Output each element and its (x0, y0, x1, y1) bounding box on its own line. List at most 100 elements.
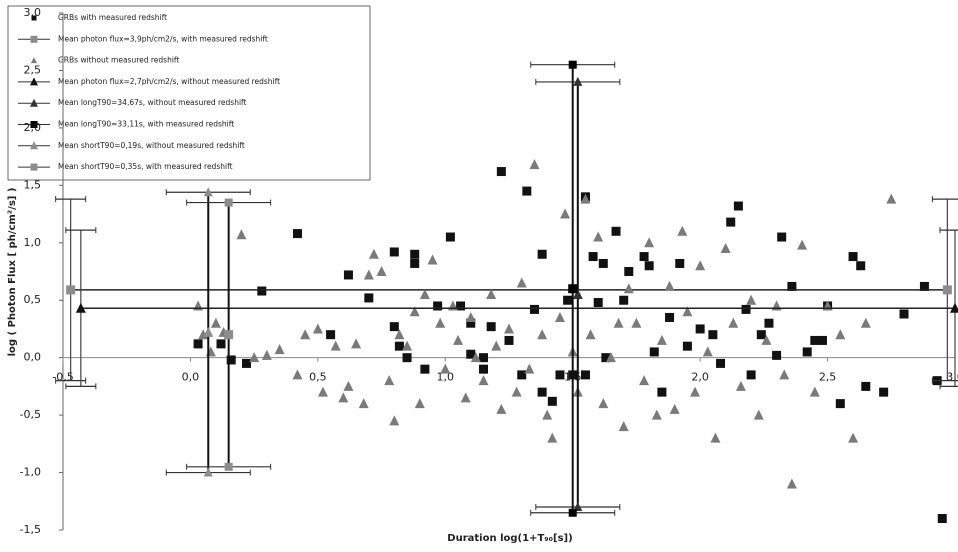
legend-label: Mean shortT90=0,19s, without measured re… (58, 141, 245, 150)
point (644, 237, 655, 248)
legend-marker (30, 163, 38, 171)
point (656, 334, 667, 345)
point (937, 514, 947, 524)
point (368, 248, 379, 259)
point (639, 375, 650, 386)
point (547, 432, 558, 443)
point (618, 421, 629, 432)
point (802, 347, 812, 357)
point (677, 225, 688, 236)
point (761, 334, 772, 345)
point (486, 322, 496, 332)
point (358, 398, 369, 409)
y-tick-label: 2,5 (24, 63, 42, 76)
point (466, 318, 476, 328)
point (445, 232, 455, 242)
legend-marker (30, 98, 38, 107)
point (741, 304, 751, 314)
point (593, 231, 604, 242)
point (786, 478, 797, 489)
point (511, 386, 522, 397)
x-tick-label: 0,5 (309, 371, 327, 384)
point (601, 353, 611, 363)
point (728, 317, 739, 328)
y-tick-label: -1,0 (20, 466, 41, 479)
point (764, 318, 774, 328)
point (664, 280, 675, 291)
point (669, 403, 680, 414)
point (644, 261, 654, 271)
point (364, 293, 374, 303)
point (389, 415, 400, 426)
point (338, 392, 349, 403)
legend-label: GRBs without measured redshift (58, 56, 179, 65)
y-tick-label: 1,5 (24, 178, 42, 191)
point (779, 369, 790, 380)
point (787, 281, 797, 291)
point (835, 329, 846, 340)
point (261, 349, 272, 360)
point (695, 324, 705, 334)
legend-label: Mean photon flux=3,9ph/cm2/s, with measu… (58, 34, 268, 43)
point (716, 358, 726, 368)
point (496, 167, 506, 177)
point (226, 355, 236, 365)
point (708, 330, 718, 340)
x-tick-label: 1,0 (437, 371, 455, 384)
point (585, 329, 596, 340)
point (547, 396, 557, 406)
point (675, 258, 685, 268)
y-tick-label: 1,0 (24, 236, 42, 249)
point (193, 339, 203, 349)
y-tick-label: 3,0 (24, 6, 42, 19)
point (560, 208, 571, 219)
point (479, 353, 489, 363)
y-axis-label: log ( Photon Flux [ ph/cm²/s] ) (7, 188, 18, 357)
point (619, 295, 629, 305)
legend-label: Mean shortT90=0,35s, with measured redsh… (58, 162, 233, 171)
legend-marker (31, 15, 37, 21)
point (733, 201, 743, 211)
point (886, 193, 897, 204)
point (460, 392, 471, 403)
point (682, 306, 693, 317)
point (203, 326, 214, 337)
point (343, 380, 354, 391)
point (651, 409, 662, 420)
point (726, 217, 736, 227)
point (330, 340, 341, 351)
point (504, 323, 514, 334)
point (343, 270, 353, 280)
point (435, 317, 446, 328)
point (66, 285, 76, 295)
legend: GRBs with measured redshift Mean photon f… (7, 5, 371, 181)
point (810, 335, 820, 345)
point (414, 398, 425, 409)
x-tick-label: 2,5 (819, 371, 837, 384)
point (753, 409, 764, 420)
point (394, 341, 404, 351)
point (848, 432, 859, 443)
point (394, 329, 405, 340)
point (210, 317, 221, 328)
point (879, 387, 889, 397)
point (516, 277, 527, 288)
point (756, 330, 766, 340)
error-end-marker (224, 462, 233, 471)
point (572, 288, 583, 299)
legend-marker (30, 141, 38, 150)
point (860, 317, 871, 328)
point (257, 286, 267, 296)
point (899, 309, 909, 319)
point (529, 159, 540, 170)
y-tick-label: -1,5 (20, 523, 41, 536)
legend-label: GRBs with measured redshift (58, 13, 167, 22)
point (402, 353, 412, 363)
point (419, 288, 430, 299)
point (75, 302, 86, 313)
legend-marker (30, 77, 38, 86)
error-end-marker (568, 60, 577, 69)
point (665, 312, 675, 322)
point (835, 399, 845, 409)
point (542, 409, 553, 420)
